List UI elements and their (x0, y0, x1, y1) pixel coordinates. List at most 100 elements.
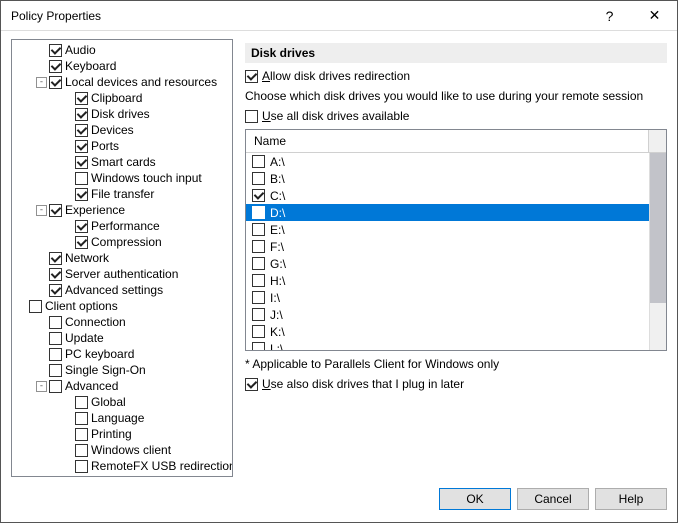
drive-row[interactable]: G:\ (246, 255, 649, 272)
tree-checkbox[interactable] (75, 444, 88, 457)
tree-node[interactable]: Performance (12, 218, 232, 234)
tree-node[interactable]: PC keyboard (12, 346, 232, 362)
drive-checkbox[interactable] (252, 172, 265, 185)
tree-checkbox[interactable] (49, 380, 62, 393)
drive-checkbox[interactable] (252, 155, 265, 168)
tree-checkbox[interactable] (75, 220, 88, 233)
cancel-button[interactable]: Cancel (517, 488, 589, 510)
drive-checkbox[interactable] (252, 342, 265, 350)
tree-node[interactable]: Smart cards (12, 154, 232, 170)
tree-checkbox[interactable] (75, 428, 88, 441)
tree-node[interactable]: Clipboard (12, 90, 232, 106)
plugin-later-checkbox[interactable] (245, 378, 258, 391)
tree-node[interactable]: Update (12, 330, 232, 346)
tree-checkbox[interactable] (49, 268, 62, 281)
tree-checkbox[interactable] (75, 236, 88, 249)
tree-checkbox[interactable] (49, 204, 62, 217)
navigation-tree[interactable]: AudioKeyboard-Local devices and resource… (11, 39, 233, 477)
drive-row[interactable]: F:\ (246, 238, 649, 255)
tree-node[interactable]: Client options (12, 298, 232, 314)
tree-node[interactable]: Windows client (12, 442, 232, 458)
drive-row[interactable]: D:\ (246, 204, 649, 221)
drive-row[interactable]: C:\ (246, 187, 649, 204)
tree-node[interactable]: Server authentication (12, 266, 232, 282)
tree-node[interactable]: File transfer (12, 186, 232, 202)
tree-checkbox[interactable] (49, 60, 62, 73)
settings-panel: Disk drives Allow disk drives redirectio… (245, 39, 667, 477)
allow-redirection-checkbox[interactable] (245, 70, 258, 83)
drive-checkbox[interactable] (252, 291, 265, 304)
tree-node[interactable]: Single Sign-On (12, 362, 232, 378)
name-column-header[interactable]: Name (246, 130, 649, 152)
drive-checkbox[interactable] (252, 325, 265, 338)
tree-node[interactable]: Disk drives (12, 106, 232, 122)
vertical-scrollbar[interactable] (649, 153, 666, 350)
drive-row[interactable]: H:\ (246, 272, 649, 289)
tree-node[interactable]: Devices (12, 122, 232, 138)
drive-checkbox[interactable] (252, 308, 265, 321)
tree-checkbox[interactable] (75, 460, 88, 473)
drive-row[interactable]: E:\ (246, 221, 649, 238)
plugin-later-row[interactable]: Use also disk drives that I plug in late… (245, 377, 667, 391)
tree-node[interactable]: Network (12, 250, 232, 266)
drives-list-items[interactable]: A:\B:\C:\D:\E:\F:\G:\H:\I:\J:\K:\L:\ (246, 153, 649, 350)
help-button-footer[interactable]: Help (595, 488, 667, 510)
help-button[interactable]: ? (587, 1, 632, 31)
drive-checkbox[interactable] (252, 223, 265, 236)
drive-row[interactable]: I:\ (246, 289, 649, 306)
tree-node[interactable]: Connection (12, 314, 232, 330)
tree-checkbox[interactable] (49, 364, 62, 377)
tree-checkbox[interactable] (49, 316, 62, 329)
allow-redirection-row[interactable]: Allow disk drives redirection (245, 69, 667, 83)
tree-node[interactable]: Keyboard (12, 58, 232, 74)
tree-node[interactable]: Windows touch input (12, 170, 232, 186)
tree-checkbox[interactable] (75, 412, 88, 425)
tree-checkbox[interactable] (49, 332, 62, 345)
ok-button[interactable]: OK (439, 488, 511, 510)
drive-row[interactable]: K:\ (246, 323, 649, 340)
drive-checkbox[interactable] (252, 189, 265, 202)
tree-checkbox[interactable] (75, 124, 88, 137)
scrollbar-thumb[interactable] (650, 153, 666, 303)
close-button[interactable]: ✕ (632, 1, 677, 31)
expand-toggle[interactable]: - (36, 77, 47, 88)
tree-node[interactable]: Printing (12, 426, 232, 442)
tree-checkbox[interactable] (75, 108, 88, 121)
drive-checkbox[interactable] (252, 206, 265, 219)
drive-row[interactable]: A:\ (246, 153, 649, 170)
tree-node[interactable]: Audio (12, 42, 232, 58)
expand-toggle[interactable]: - (36, 381, 47, 392)
drive-row[interactable]: L:\ (246, 340, 649, 350)
dialog-footer: OK Cancel Help (1, 481, 677, 517)
tree-node[interactable]: Global (12, 394, 232, 410)
tree-checkbox[interactable] (29, 300, 42, 313)
tree-checkbox[interactable] (75, 188, 88, 201)
tree-checkbox[interactable] (49, 252, 62, 265)
tree-node[interactable]: RemoteFX USB redirection (12, 458, 232, 474)
drive-row[interactable]: J:\ (246, 306, 649, 323)
tree-checkbox[interactable] (49, 76, 62, 89)
use-all-checkbox[interactable] (245, 110, 258, 123)
tree-checkbox[interactable] (75, 92, 88, 105)
tree-node[interactable]: -Experience (12, 202, 232, 218)
tree-node[interactable]: -Advanced (12, 378, 232, 394)
drive-checkbox[interactable] (252, 257, 265, 270)
tree-node[interactable]: Ports (12, 138, 232, 154)
tree-node[interactable]: Advanced settings (12, 282, 232, 298)
tree-node[interactable]: -Local devices and resources (12, 74, 232, 90)
drives-listbox[interactable]: Name A:\B:\C:\D:\E:\F:\G:\H:\I:\J:\K:\L:… (245, 129, 667, 351)
tree-checkbox[interactable] (75, 140, 88, 153)
tree-node[interactable]: Language (12, 410, 232, 426)
tree-checkbox[interactable] (75, 156, 88, 169)
tree-checkbox[interactable] (75, 396, 88, 409)
drive-checkbox[interactable] (252, 240, 265, 253)
drive-row[interactable]: B:\ (246, 170, 649, 187)
tree-checkbox[interactable] (75, 172, 88, 185)
tree-node[interactable]: Compression (12, 234, 232, 250)
use-all-row[interactable]: Use all disk drives available (245, 109, 667, 123)
drive-checkbox[interactable] (252, 274, 265, 287)
tree-checkbox[interactable] (49, 44, 62, 57)
expand-toggle[interactable]: - (36, 205, 47, 216)
tree-checkbox[interactable] (49, 348, 62, 361)
tree-checkbox[interactable] (49, 284, 62, 297)
